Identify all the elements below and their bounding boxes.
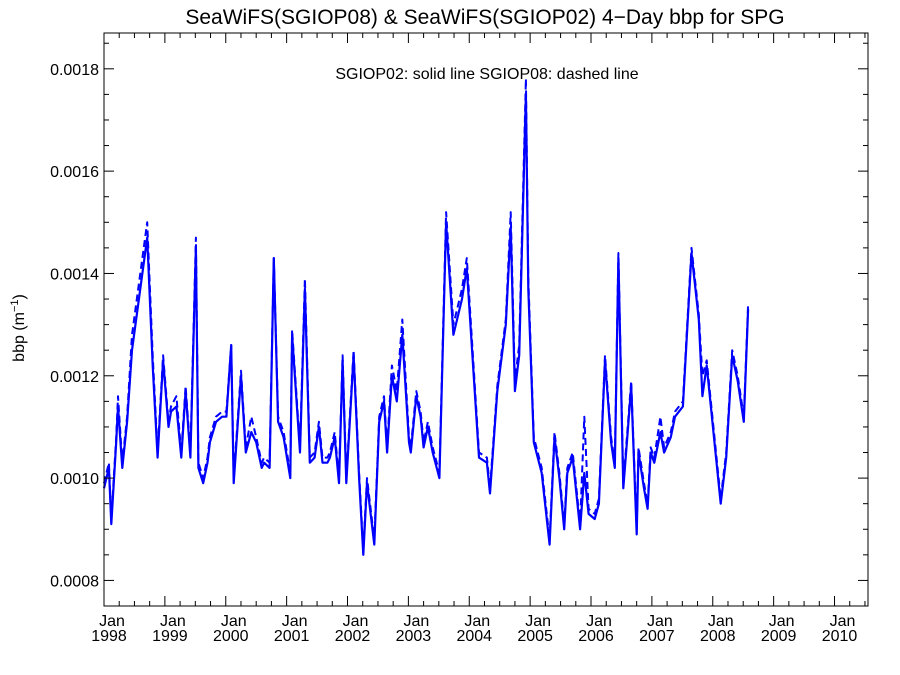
x-tick-year-label: 1998 (91, 628, 127, 645)
x-tick-year-label: 2002 (335, 628, 371, 645)
y-tick-label: 0.0018 (50, 62, 99, 79)
y-tick-label: 0.0008 (50, 573, 99, 590)
x-tick-year-label: 2008 (700, 628, 736, 645)
x-tick-year-label: 2000 (213, 628, 249, 645)
y-tick-label: 0.0014 (50, 266, 99, 283)
x-tick-month-label: Jan (464, 613, 490, 630)
x-tick-year-label: 2004 (456, 628, 492, 645)
x-tick-year-label: 2009 (761, 628, 797, 645)
series-line-sgiop08 (103, 78, 750, 551)
y-axis-label-superscript: −1 (9, 299, 21, 312)
x-tick-month-label: Jan (586, 613, 612, 630)
x-tick-month-label: Jan (769, 613, 795, 630)
x-tick-month-label: Jan (160, 613, 186, 630)
y-tick-label: 0.0016 (50, 164, 99, 181)
chart-title: SeaWiFS(SGIOP08) & SeaWiFS(SGIOP02) 4−Da… (185, 6, 784, 29)
x-tick-month-label: Jan (830, 613, 856, 630)
x-tick-year-label: 2006 (578, 628, 614, 645)
y-axis-label-close: ) (11, 294, 28, 299)
y-tick-label: 0.0012 (50, 369, 99, 386)
x-tick-month-label: Jan (403, 613, 429, 630)
line-style-annotation: SGIOP02: solid line SGIOP08: dashed line (335, 66, 638, 83)
y-axis-label: bbp (m−1) (9, 294, 28, 362)
x-tick-year-label: 2010 (822, 628, 858, 645)
x-tick-month-label: Jan (221, 613, 247, 630)
x-tick-year-label: 2001 (274, 628, 310, 645)
axis-layer: 0.00080.00100.00120.00140.00160.0018Jan1… (50, 33, 868, 645)
x-tick-year-label: 2003 (396, 628, 432, 645)
series-line-sgiop02 (102, 93, 750, 556)
x-tick-month-label: Jan (343, 613, 369, 630)
x-tick-month-label: Jan (647, 613, 673, 630)
x-tick-month-label: Jan (282, 613, 308, 630)
x-tick-month-label: Jan (99, 613, 125, 630)
x-tick-month-label: Jan (708, 613, 734, 630)
y-tick-label: 0.0010 (50, 471, 99, 488)
x-tick-year-label: 1999 (152, 628, 188, 645)
series-layer (102, 78, 750, 556)
x-tick-year-label: 2007 (639, 628, 675, 645)
plot-frame (103, 32, 869, 607)
x-tick-year-label: 2005 (517, 628, 553, 645)
y-axis-label-base: bbp (m (11, 312, 28, 362)
x-tick-month-label: Jan (525, 613, 551, 630)
